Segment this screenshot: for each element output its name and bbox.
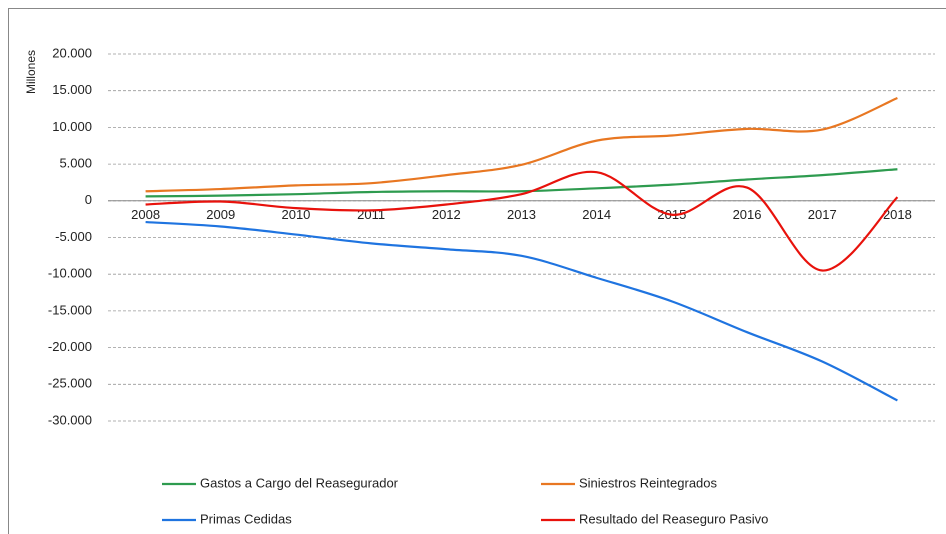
y-axis-label: Millones — [24, 50, 38, 94]
y-tick-label: -5.000 — [55, 229, 92, 244]
series-line — [145, 168, 898, 198]
series-line — [145, 220, 898, 402]
y-tick-label: 20.000 — [52, 45, 92, 60]
series-line — [145, 170, 899, 272]
x-tick-label: 2013 — [507, 207, 536, 222]
y-tick-label: -25.000 — [48, 376, 92, 391]
y-tick-label: -30.000 — [48, 412, 92, 427]
x-tick-label: 2009 — [206, 207, 235, 222]
x-tick-label: 2012 — [432, 207, 461, 222]
y-tick-label: 10.000 — [52, 119, 92, 134]
x-tick-label: 2016 — [733, 207, 762, 222]
y-tick-label: -10.000 — [48, 266, 92, 281]
x-tick-label: 2018 — [883, 207, 912, 222]
y-tick-label: 5.000 — [59, 156, 92, 171]
x-tick-label: 2017 — [808, 207, 837, 222]
x-tick-label: 2008 — [131, 207, 160, 222]
y-tick-label: -15.000 — [48, 302, 92, 317]
legend-label: Siniestros Reintegrados — [579, 475, 718, 490]
legend-label: Gastos a Cargo del Reasegurador — [200, 475, 399, 490]
legend-label: Primas Cedidas — [200, 511, 292, 526]
y-tick-label: 0 — [85, 192, 92, 207]
chart-border — [8, 8, 946, 534]
legend-label: Resultado del Reaseguro Pasivo — [579, 511, 768, 526]
y-tick-label: 15.000 — [52, 82, 92, 97]
y-tick-label: -20.000 — [48, 339, 92, 354]
series-line — [145, 97, 898, 193]
x-tick-label: 2014 — [582, 207, 611, 222]
x-tick-label: 2010 — [281, 207, 310, 222]
